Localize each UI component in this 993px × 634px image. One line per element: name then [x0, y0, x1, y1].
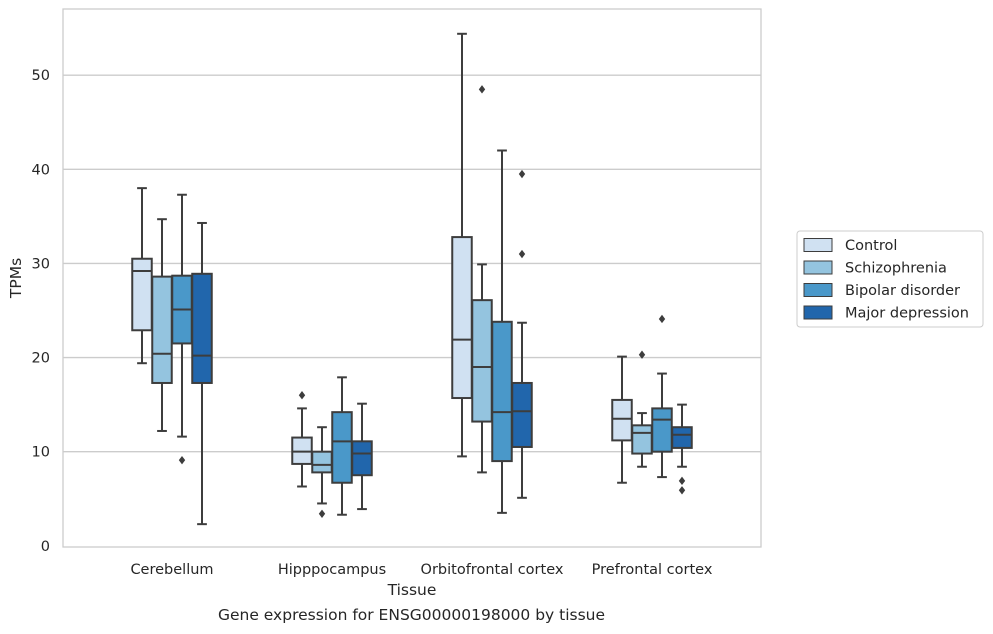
outlier-point: [478, 85, 486, 94]
x-axis-ticks: Cerebellum Hipppocampus Orbitofrontal cort…: [130, 562, 712, 578]
y-tick-label: 30: [32, 256, 50, 272]
box-schizophrenia: [631, 350, 653, 468]
y-tick-label: 50: [32, 68, 50, 84]
box-iqr: [351, 440, 373, 477]
box-control: [291, 391, 313, 488]
outlier-point: [518, 249, 526, 259]
box-iqr: [311, 450, 333, 474]
box-control: [611, 355, 633, 484]
x-axis-label: Tissue: [387, 581, 437, 599]
legend-label: Control: [845, 238, 897, 254]
box-iqr: [651, 407, 673, 453]
box-major-depression: [511, 169, 533, 499]
box-schizophrenia: [471, 85, 493, 474]
outlier-point: [298, 391, 306, 400]
y-tick-label: 0: [41, 539, 50, 555]
box-iqr: [191, 272, 213, 384]
y-tick-label: 20: [32, 351, 50, 367]
grid-lines: [63, 74, 761, 453]
legend-swatch: [803, 305, 833, 320]
outlier-point: [658, 314, 666, 324]
box-iqr: [151, 275, 173, 384]
legend-label: Schizophrenia: [845, 261, 947, 277]
box-iqr: [331, 411, 353, 484]
box-iqr: [511, 381, 533, 448]
x-tick-label: Orbitofrontal cortex: [421, 562, 564, 578]
box-iqr: [491, 320, 513, 463]
legend-label: Major depression: [845, 306, 969, 322]
chart-caption: Gene expression for ENSG00000198000 by t…: [217, 606, 606, 624]
box-iqr: [131, 257, 153, 332]
y-axis-label: TPMs: [7, 258, 25, 299]
box-iqr: [471, 299, 493, 423]
box-iqr: [671, 426, 693, 449]
outlier-point: [178, 455, 186, 465]
box-iqr: [611, 398, 633, 442]
box-major-depression: [671, 403, 693, 495]
box-bipolar-disorder: [331, 376, 353, 516]
outlier-point: [678, 476, 686, 486]
box-bipolar-disorder: [171, 193, 193, 465]
x-tick-label: Hipppocampus: [278, 562, 386, 578]
legend: Control Schizophrenia Bipolar disorder Majo…: [796, 230, 984, 328]
legend-label: Bipolar disorder: [845, 283, 960, 299]
box-bipolar-disorder: [491, 149, 513, 514]
box-major-depression: [351, 402, 373, 511]
outlier-point: [678, 486, 686, 495]
legend-swatch: [803, 283, 833, 297]
y-tick-label: 10: [32, 445, 50, 461]
box-control: [451, 32, 473, 458]
box-bipolar-disorder: [651, 314, 673, 479]
plot-frame: [62, 8, 762, 548]
x-tick-label: Cerebellum: [130, 562, 213, 578]
box-control: [131, 187, 153, 365]
box-schizophrenia: [151, 218, 173, 432]
outlier-point: [518, 169, 526, 179]
legend-swatch: [803, 238, 833, 252]
box-iqr: [451, 236, 473, 400]
legend-frame: [796, 230, 984, 328]
y-axis-ticks: 0 10 20 30 40 50: [32, 68, 50, 555]
box-schizophrenia: [311, 426, 333, 518]
outlier-point: [638, 350, 646, 359]
outlier-point: [318, 509, 326, 518]
box-iqr: [631, 424, 653, 455]
x-tick-label: Prefrontal cortex: [592, 562, 713, 578]
legend-swatch: [803, 260, 833, 275]
y-tick-label: 40: [32, 162, 50, 178]
box-series: [131, 32, 693, 526]
box-major-depression: [191, 221, 213, 526]
